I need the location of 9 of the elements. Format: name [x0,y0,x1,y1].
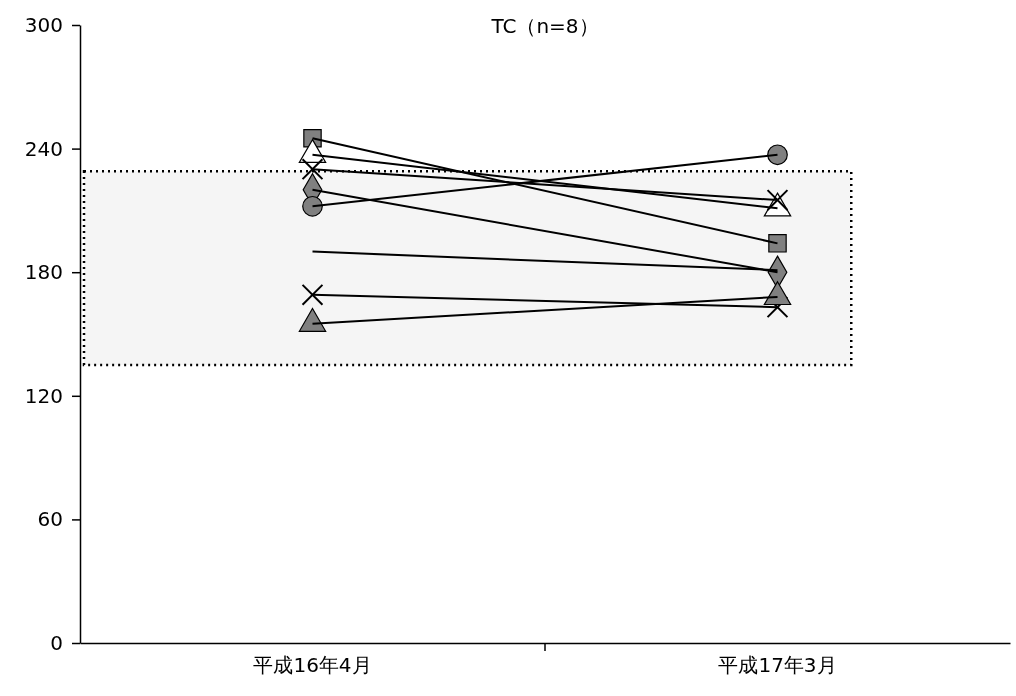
x-tick-label: 平成17年3月 [718,653,837,677]
y-tick-label: 60 [37,507,63,532]
y-tick-label: 0 [50,630,63,655]
y-tick-label: 240 [24,136,63,161]
y-tick-label: 120 [24,383,63,408]
x-tick-label: 平成16年4月 [253,653,372,677]
y-tick-label: 300 [24,12,63,37]
chart-title: TC（n=8） [490,14,599,38]
y-tick-label: 180 [24,260,63,285]
